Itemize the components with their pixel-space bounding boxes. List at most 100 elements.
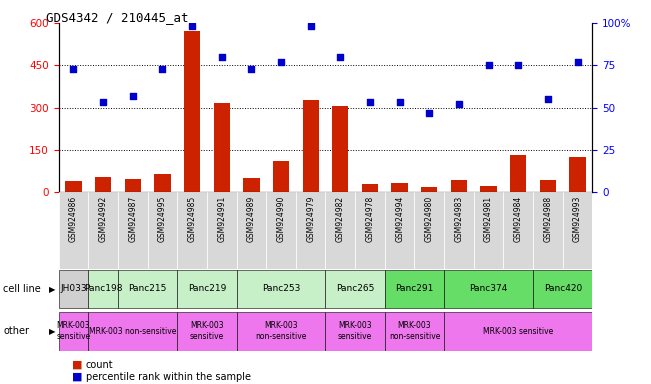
Point: [128, 93, 138, 99]
Text: ▶: ▶: [49, 327, 55, 336]
Bar: [533, 270, 592, 308]
Text: GSM924985: GSM924985: [187, 196, 197, 242]
Point: [217, 54, 227, 60]
Bar: [326, 312, 385, 351]
Bar: [154, 174, 171, 192]
Point: [572, 59, 583, 65]
Text: MRK-003 non-sensitive: MRK-003 non-sensitive: [89, 327, 176, 336]
Text: GSM924994: GSM924994: [395, 196, 404, 242]
Text: GSM924992: GSM924992: [98, 196, 107, 242]
Text: GSM924995: GSM924995: [158, 196, 167, 242]
Text: MRK-003
non-sensitive: MRK-003 non-sensitive: [389, 321, 440, 341]
Bar: [533, 192, 562, 269]
Bar: [59, 192, 89, 269]
Text: ▶: ▶: [49, 285, 55, 294]
Text: Panc265: Panc265: [336, 285, 374, 293]
Bar: [177, 270, 236, 308]
Point: [157, 66, 167, 72]
Text: Panc291: Panc291: [395, 285, 434, 293]
Text: GSM924986: GSM924986: [69, 196, 78, 242]
Bar: [391, 183, 408, 192]
Bar: [118, 270, 177, 308]
Bar: [296, 192, 326, 269]
Text: ■: ■: [72, 360, 82, 370]
Text: MRK-003 sensitive: MRK-003 sensitive: [483, 327, 553, 336]
Text: GSM924979: GSM924979: [306, 196, 315, 242]
Text: GSM924990: GSM924990: [277, 196, 286, 242]
Point: [98, 99, 108, 106]
Bar: [503, 192, 533, 269]
Text: GSM924987: GSM924987: [128, 196, 137, 242]
Bar: [362, 184, 378, 192]
Bar: [124, 179, 141, 192]
Bar: [326, 270, 385, 308]
Bar: [177, 312, 236, 351]
Text: GSM924983: GSM924983: [454, 196, 464, 242]
Text: GSM924991: GSM924991: [217, 196, 226, 242]
Point: [68, 66, 79, 72]
Bar: [385, 312, 444, 351]
Bar: [444, 270, 533, 308]
Text: GSM924980: GSM924980: [425, 196, 434, 242]
Text: ■: ■: [72, 372, 82, 382]
Bar: [332, 106, 348, 192]
Text: MRK-003
sensitive: MRK-003 sensitive: [56, 321, 90, 341]
Text: MRK-003
sensitive: MRK-003 sensitive: [189, 321, 224, 341]
Bar: [89, 270, 118, 308]
Text: Panc253: Panc253: [262, 285, 300, 293]
Bar: [236, 270, 326, 308]
Text: JH033: JH033: [60, 285, 87, 293]
Point: [335, 54, 346, 60]
Bar: [450, 180, 467, 192]
Bar: [570, 157, 586, 192]
Point: [513, 62, 523, 68]
Bar: [236, 192, 266, 269]
Bar: [326, 192, 355, 269]
Bar: [59, 270, 89, 308]
Bar: [89, 192, 118, 269]
Point: [395, 99, 405, 106]
Point: [246, 66, 256, 72]
Text: GSM924982: GSM924982: [336, 196, 345, 242]
Bar: [273, 161, 289, 192]
Bar: [214, 103, 230, 192]
Text: other: other: [3, 326, 29, 336]
Text: GSM924981: GSM924981: [484, 196, 493, 242]
Bar: [474, 192, 503, 269]
Text: Panc219: Panc219: [187, 285, 226, 293]
Bar: [480, 186, 497, 192]
Bar: [95, 177, 111, 192]
Bar: [236, 312, 326, 351]
Text: GDS4342 / 210445_at: GDS4342 / 210445_at: [46, 12, 188, 25]
Point: [454, 101, 464, 107]
Bar: [266, 192, 296, 269]
Point: [276, 59, 286, 65]
Bar: [118, 192, 148, 269]
Bar: [421, 187, 437, 192]
Bar: [540, 180, 556, 192]
Bar: [444, 312, 592, 351]
Bar: [59, 312, 89, 351]
Bar: [303, 101, 319, 192]
Point: [543, 96, 553, 102]
Text: cell line: cell line: [3, 284, 41, 294]
Bar: [184, 31, 201, 192]
Text: MRK-003
sensitive: MRK-003 sensitive: [338, 321, 372, 341]
Point: [365, 99, 375, 106]
Bar: [444, 192, 474, 269]
Point: [424, 109, 434, 116]
Point: [187, 23, 197, 30]
Point: [305, 23, 316, 30]
Text: GSM924989: GSM924989: [247, 196, 256, 242]
Text: count: count: [86, 360, 113, 370]
Text: GSM924988: GSM924988: [544, 196, 553, 242]
Point: [484, 62, 494, 68]
Bar: [207, 192, 236, 269]
Bar: [562, 192, 592, 269]
Text: percentile rank within the sample: percentile rank within the sample: [86, 372, 251, 382]
Bar: [148, 192, 177, 269]
Text: GSM924993: GSM924993: [573, 196, 582, 242]
Bar: [177, 192, 207, 269]
Bar: [65, 181, 81, 192]
Text: Panc374: Panc374: [469, 285, 508, 293]
